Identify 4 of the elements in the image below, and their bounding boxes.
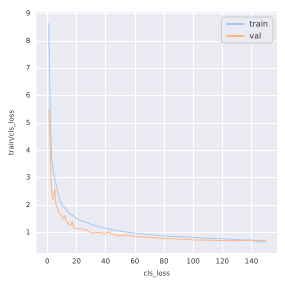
line-series xyxy=(48,22,267,243)
legend-label: train xyxy=(249,20,268,28)
legend-label: val xyxy=(249,32,262,40)
line-series xyxy=(48,108,267,242)
